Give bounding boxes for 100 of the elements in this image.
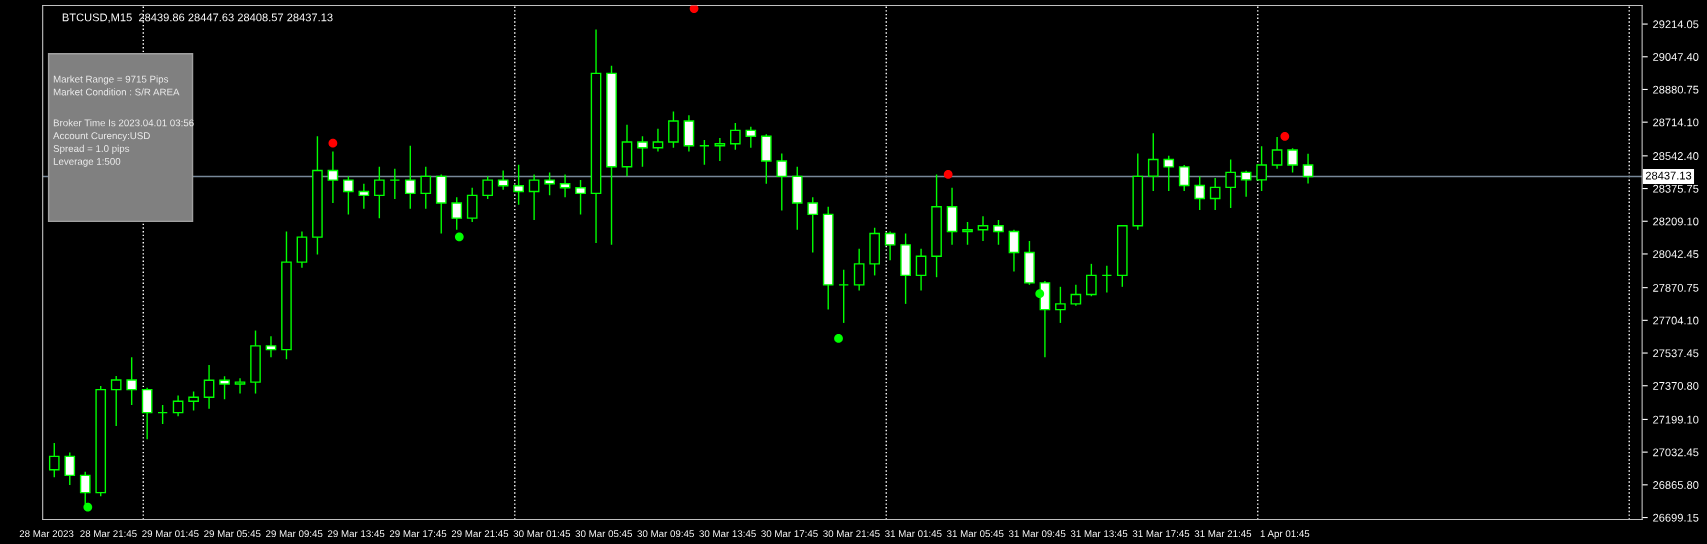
candlestick <box>157 404 168 425</box>
point <box>1280 131 1290 141</box>
x-tick-label: 29 Mar 05:45 <box>204 530 261 538</box>
x-tick-label: 29 Mar 21:45 <box>451 530 509 538</box>
x-tick-label: 30 Mar 21:45 <box>823 530 880 538</box>
candlestick <box>699 139 710 166</box>
candlestick <box>188 390 199 412</box>
candlestick <box>1225 158 1236 209</box>
candlestick <box>559 173 571 198</box>
point <box>83 502 93 512</box>
candlestick <box>1163 155 1175 192</box>
candlestick <box>389 167 401 200</box>
x-tick-label: 31 Mar 05:45 <box>946 530 1004 538</box>
y-tick-label: 28714.10 <box>1653 118 1699 127</box>
point <box>454 232 464 242</box>
y-tick-label: 28375.75 <box>1653 184 1699 193</box>
candlestick <box>776 152 788 212</box>
x-tick-label: 29 Mar 01:45 <box>142 530 199 538</box>
candlestick <box>373 166 385 219</box>
candlestick <box>853 248 865 292</box>
candlestick <box>1209 177 1221 211</box>
candlestick <box>420 166 432 210</box>
candlestick <box>48 442 60 479</box>
y-tick-label: 28042.45 <box>1653 250 1699 259</box>
x-tick-label: 31 Mar 13:45 <box>1070 530 1128 538</box>
y-tick-label: 27370.80 <box>1653 382 1699 390</box>
candlestick <box>1147 132 1159 192</box>
candlestick <box>64 451 76 486</box>
x-tick-label: 1 Apr 01:45 <box>1260 530 1310 539</box>
candlestick <box>962 221 973 246</box>
text: BTCUSD,M15 28439.86 28447.63 28408.57 28437.13 <box>62 13 333 23</box>
y-tick-label: 28880.75 <box>1653 85 1699 94</box>
y-tick-label: 28209.10 <box>1653 217 1699 226</box>
candlestick <box>637 135 648 168</box>
candlestick <box>358 183 370 210</box>
candlestick <box>141 387 153 440</box>
x-tick-label: 30 Mar 05:45 <box>575 530 633 538</box>
annotation: Account Curency:USD <box>53 132 150 142</box>
candlestick <box>745 126 757 149</box>
candlestick <box>172 394 184 418</box>
candlestick <box>1256 145 1267 192</box>
candlestick <box>265 335 277 358</box>
y-tick-label: 27870.75 <box>1653 283 1699 292</box>
candlestick <box>838 269 850 324</box>
x-tick-label: 28 Mar 21:45 <box>80 530 137 538</box>
candlestick <box>1178 164 1190 192</box>
annotation: Leverage 1:500 <box>53 157 121 167</box>
y-tick-label: 26865.80 <box>1653 481 1699 489</box>
x-tick-label: 30 Mar 17:45 <box>761 530 818 538</box>
annotation: Spread = 1.0 pips <box>53 144 130 154</box>
candlestick <box>977 215 989 242</box>
point <box>689 5 699 13</box>
y-tick-label: 26699.15 <box>1653 513 1699 522</box>
candlestick <box>807 196 819 254</box>
x-tick-label: 29 Mar 13:45 <box>327 530 385 538</box>
candlestick <box>219 375 230 400</box>
y-tick-label: 27704.10 <box>1653 316 1699 325</box>
ref-line-label: 28437.13 <box>1645 171 1692 180</box>
annotation: Market Condition : S/R AREA <box>53 88 180 96</box>
candlestick <box>575 179 586 216</box>
x-tick-label: 31 Mar 17:45 <box>1132 530 1190 538</box>
candlestick <box>1070 284 1082 307</box>
x-tick-label: 30 Mar 09:45 <box>637 530 694 538</box>
candlestick <box>110 375 122 427</box>
y-tick-label: 27199.10 <box>1653 415 1699 424</box>
candlestick <box>234 377 246 395</box>
y-tick-label: 28542.40 <box>1653 152 1699 160</box>
point <box>943 169 953 179</box>
point <box>834 334 843 343</box>
candlestick <box>126 356 138 406</box>
candlestick <box>203 364 215 410</box>
x-tick-label: 30 Mar 13:45 <box>699 530 756 538</box>
candlestick <box>1101 265 1113 294</box>
x-tick-label: 28 Mar 2023 <box>19 530 74 538</box>
candlestick <box>668 110 679 149</box>
candlestick <box>1008 229 1020 273</box>
candlestick <box>482 175 494 200</box>
point <box>328 138 338 148</box>
candlestick <box>1271 136 1283 170</box>
candlestick <box>466 187 478 223</box>
x-tick-label: 31 Mar 09:45 <box>1008 530 1066 538</box>
annotation: Market Range = 9715 Pips <box>53 75 169 85</box>
candlestick <box>1287 147 1298 174</box>
y-tick-label: 27032.45 <box>1653 448 1699 457</box>
x-tick-label: 29 Mar 17:45 <box>389 530 447 538</box>
x-tick-label: 29 Mar 09:45 <box>266 530 323 538</box>
y-tick-label: 27537.45 <box>1653 349 1699 358</box>
candlestick <box>404 145 416 210</box>
candlestick <box>327 150 339 204</box>
y-tick-label: 29047.40 <box>1653 53 1699 61</box>
candlestick <box>1194 175 1206 211</box>
candlestick <box>915 248 927 292</box>
candlestick <box>528 173 540 221</box>
candlestick <box>652 127 664 153</box>
x-tick-label: 31 Mar 21:45 <box>1194 530 1252 538</box>
candlestick <box>993 219 1004 246</box>
candlestick <box>1302 153 1314 185</box>
y-tick-label: 29214.05 <box>1653 20 1699 29</box>
x-tick-label: 30 Mar 01:45 <box>513 530 571 538</box>
candlestick <box>451 196 463 231</box>
